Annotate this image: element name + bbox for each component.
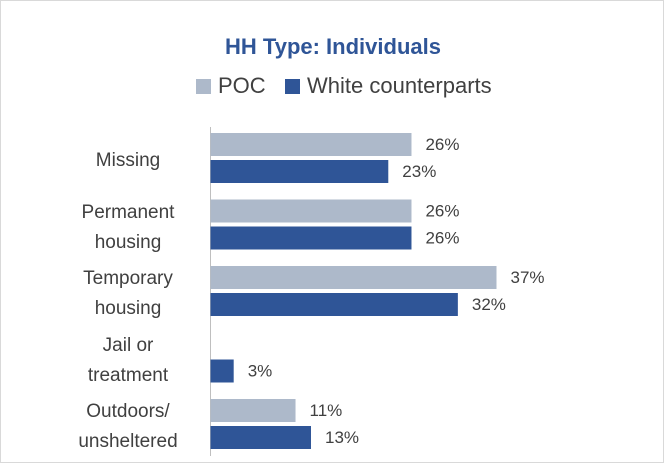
bar xyxy=(210,293,458,316)
legend-swatch xyxy=(285,79,300,94)
bar xyxy=(210,160,389,183)
bar xyxy=(210,133,412,156)
category-label: Permanent housing xyxy=(81,201,175,253)
legend-label: White counterparts xyxy=(307,73,492,98)
data-label: 32% xyxy=(472,295,506,314)
data-label: 37% xyxy=(511,268,545,287)
data-label: 26% xyxy=(425,201,459,220)
bar xyxy=(210,226,412,250)
category-label: Missing xyxy=(95,150,161,171)
data-label: 23% xyxy=(402,162,436,181)
bar xyxy=(210,199,412,223)
bar xyxy=(210,426,311,449)
legend-label: POC xyxy=(218,73,266,98)
data-label: 3% xyxy=(248,361,273,380)
data-label: 11% xyxy=(310,401,343,420)
bar xyxy=(210,266,497,289)
legend-swatch xyxy=(196,79,211,94)
chart-title: HH Type: Individuals xyxy=(225,34,441,59)
data-label: 26% xyxy=(425,135,459,154)
data-label: 13% xyxy=(325,428,359,447)
bar xyxy=(210,399,296,422)
bar xyxy=(210,359,234,383)
category-label: Jail or treatment xyxy=(87,334,169,386)
category-label: Outdoors/ unsheltered xyxy=(78,401,178,452)
category-label: Temporary housing xyxy=(83,268,173,319)
data-label: 26% xyxy=(425,228,459,247)
